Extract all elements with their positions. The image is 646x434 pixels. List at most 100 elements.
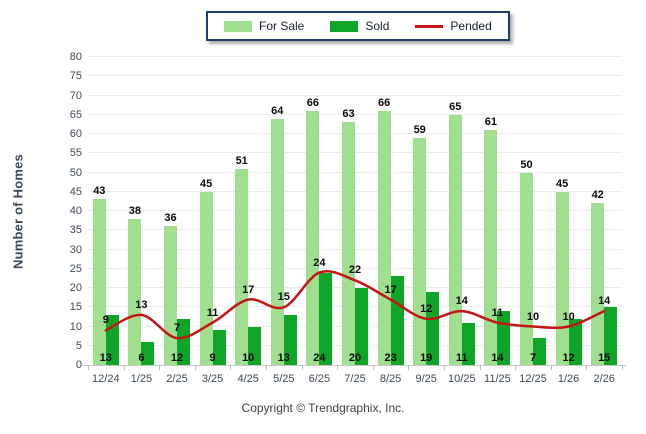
y-tick-label: 80: [69, 51, 82, 63]
x-tickmark: [372, 365, 374, 370]
gridline: [88, 56, 622, 57]
bar-for-sale: [591, 203, 605, 365]
x-tickmark: [550, 365, 552, 370]
gridline: [88, 229, 622, 231]
for-sale-value-label: 36: [164, 212, 177, 225]
pended-value-label: 12: [420, 302, 433, 315]
x-tick-label: 8/25: [379, 373, 402, 385]
x-tickmark: [622, 365, 623, 370]
for-sale-swatch: [224, 20, 252, 32]
gridline: [88, 113, 622, 115]
bar-for-sale: [484, 130, 498, 365]
y-tick-label: 70: [69, 89, 82, 102]
chart-legend: For Sale Sold Pended: [206, 11, 510, 41]
sold-value-label: 7: [529, 352, 537, 364]
x-axis-line: [82, 365, 626, 366]
bar-for-sale: [164, 226, 177, 365]
x-tick-label: 10/25: [448, 373, 476, 385]
y-tick-label: 75: [69, 70, 82, 83]
y-tick-label: 25: [69, 262, 82, 275]
bar-for-sale: [128, 218, 142, 365]
for-sale-value-label: 63: [342, 108, 355, 121]
y-tick-label: 30: [69, 243, 82, 256]
pended-value-label: 15: [277, 291, 290, 304]
bar-for-sale: [448, 114, 462, 365]
legend-item-pended: Pended: [415, 19, 492, 33]
for-sale-value-label: 45: [555, 177, 569, 190]
pended-value-label: 9: [102, 314, 109, 327]
bar-for-sale: [342, 122, 355, 365]
legend-label-sold: Sold: [365, 19, 390, 33]
gridline: [88, 267, 622, 269]
gridline: [88, 248, 622, 250]
for-sale-value-label: 42: [591, 189, 604, 202]
y-tick-label: 40: [69, 205, 82, 217]
copyright-text: Copyright © Trendgraphix, Inc.: [241, 401, 405, 415]
for-sale-value-label: 65: [449, 100, 462, 113]
pended-value-label: 22: [348, 264, 362, 277]
sold-value-label: 15: [598, 352, 611, 364]
x-tickmark: [408, 365, 410, 370]
pended-value-label: 11: [206, 306, 219, 319]
for-sale-value-label: 66: [377, 96, 391, 109]
pended-value-label: 10: [562, 310, 575, 323]
pended-value-label: 14: [455, 295, 468, 308]
for-sale-value-label: 50: [520, 158, 533, 171]
y-tick-label: 20: [69, 282, 82, 294]
x-tickmark: [586, 365, 588, 370]
x-tickmark: [194, 365, 196, 370]
gridline: [88, 190, 622, 192]
legend-label-pended: Pended: [450, 19, 492, 33]
bar-for-sale: [520, 172, 533, 365]
y-tick-label: 15: [69, 301, 82, 314]
for-sale-value-label: 61: [484, 116, 498, 129]
x-tick-label: 12/24: [92, 373, 120, 385]
for-sale-value-label: 59: [413, 123, 426, 136]
x-tickmark: [230, 365, 232, 370]
y-tick-label: 50: [69, 166, 82, 179]
y-tick-label: 35: [69, 224, 82, 237]
x-tickmark: [159, 365, 161, 370]
bar-for-sale: [413, 137, 427, 365]
x-tick-label: 5/25: [273, 373, 295, 385]
pended-value-label: 11: [491, 306, 504, 319]
x-tick-label: 4/25: [237, 373, 259, 385]
x-tick-label: 6/25: [308, 373, 331, 385]
x-tickmark: [301, 365, 303, 370]
x-tick-label: 2/25: [166, 373, 188, 385]
bar-for-sale: [92, 199, 106, 365]
bar-for-sale: [377, 110, 391, 365]
pended-value-label: 17: [384, 283, 397, 296]
x-tickmark: [123, 365, 125, 370]
sold-value-label: 14: [491, 352, 504, 364]
sold-value-label: 10: [242, 352, 255, 364]
for-sale-value-label: 38: [128, 204, 142, 217]
pended-value-label: 17: [242, 283, 255, 296]
sold-value-label: 6: [138, 352, 145, 364]
bar-for-sale: [306, 110, 320, 365]
y-tick-label: 45: [69, 185, 82, 198]
bar-sold: [533, 338, 546, 365]
x-tick-label: 2/26: [593, 373, 615, 385]
bar-for-sale: [199, 191, 213, 365]
gridline: [88, 152, 622, 154]
for-sale-value-label: 64: [271, 104, 284, 117]
gridline: [88, 133, 622, 134]
y-tick-label: 5: [75, 339, 82, 352]
x-tick-label: 9/25: [415, 373, 437, 385]
x-tick-label: 1/25: [130, 373, 153, 385]
x-tick-label: 3/25: [201, 373, 224, 385]
pended-value-label: 13: [135, 298, 148, 311]
gridline: [88, 94, 622, 96]
bar-for-sale: [555, 191, 569, 365]
x-tickmark: [515, 365, 517, 370]
pended-value-label: 24: [313, 256, 326, 269]
gridline: [88, 75, 622, 77]
pended-value-label: 10: [526, 310, 540, 323]
sold-value-label: 24: [313, 352, 326, 364]
gridline: [88, 210, 622, 211]
sold-value-label: 12: [170, 352, 184, 364]
bar-for-sale: [235, 168, 249, 365]
y-tick-label: 10: [69, 320, 82, 333]
